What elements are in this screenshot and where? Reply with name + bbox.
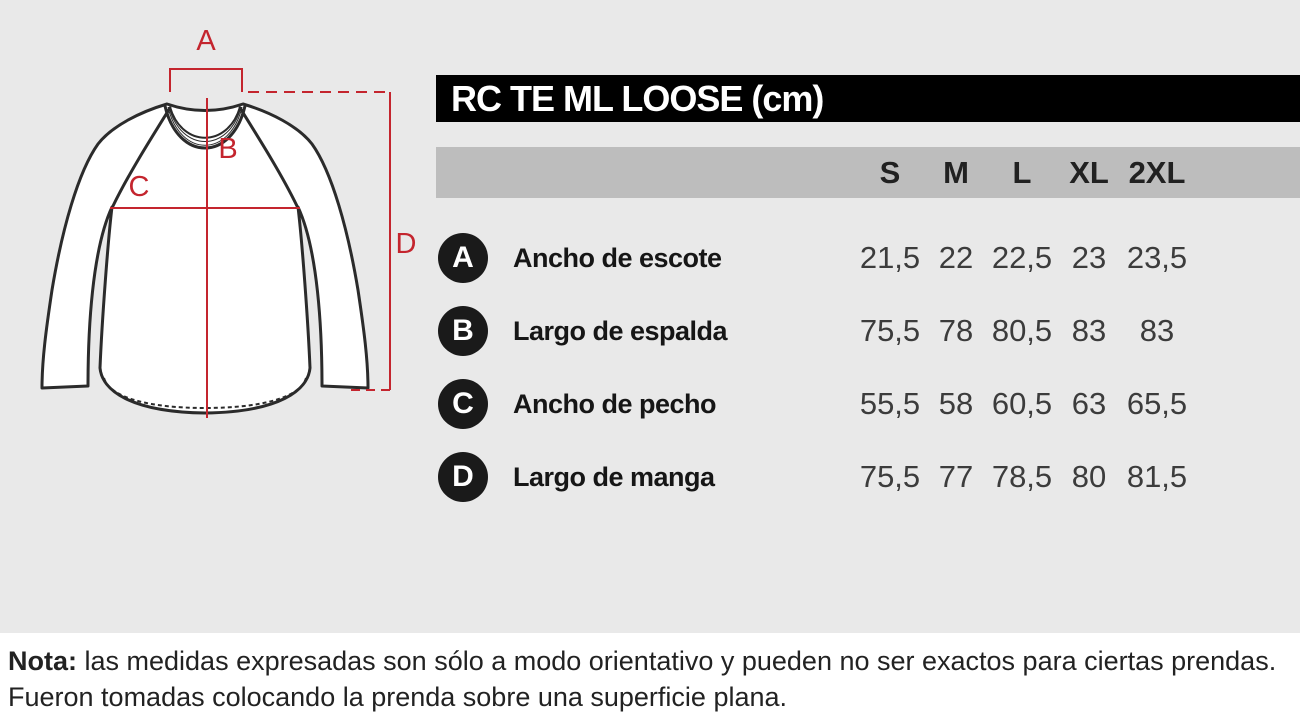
hem-stitching: [103, 377, 307, 410]
note-text-1: las medidas expresadas son sólo a modo o…: [77, 646, 1277, 676]
note-section: Nota: las medidas expresadas son sólo a …: [0, 633, 1300, 726]
diagram-label-b: B: [218, 133, 237, 165]
row-a-value-l: 22,5: [991, 240, 1053, 275]
note-line-1: Nota: las medidas expresadas son sólo a …: [8, 643, 1290, 679]
row-a-label: Ancho de escote: [513, 243, 722, 273]
row-b-value-2xl: 83: [1139, 313, 1175, 348]
row-b-label: Largo de espalda: [513, 316, 728, 346]
size-header-bar: S M L XL 2XL: [436, 147, 1300, 198]
row-d-value-xl: 80: [1071, 459, 1107, 494]
size-header-2xl: 2XL: [1128, 155, 1186, 190]
note-prefix: Nota:: [8, 646, 77, 676]
diagram-label-d: D: [396, 228, 417, 260]
row-b-value-xl: 83: [1071, 313, 1107, 348]
row-b-value-m: 78: [938, 313, 974, 348]
row-b-value-s: 75,5: [859, 313, 921, 348]
row-d-value-s: 75,5: [859, 459, 921, 494]
table-row-d: D Largo de manga 75,5 77 78,5 80 81,5: [436, 451, 1300, 503]
size-header-l: L: [1012, 155, 1032, 190]
row-d-badge: D: [438, 452, 488, 502]
diagram-label-a: A: [196, 25, 216, 57]
raglan-seams: [111, 106, 299, 208]
row-a-value-s: 21,5: [859, 240, 921, 275]
chart-title: RC TE ML LOOSE (cm): [451, 78, 824, 119]
row-b-value-l: 80,5: [991, 313, 1053, 348]
row-b-badge: B: [438, 306, 488, 356]
table-row-a: A Ancho de escote 21,5 22 22,5 23 23,5: [436, 232, 1300, 284]
measurement-labels: A B C D: [129, 25, 417, 260]
shirt-outline: [40, 102, 370, 415]
size-header-m: M: [943, 155, 969, 190]
row-c-badge: C: [438, 379, 488, 429]
row-c-value-l: 60,5: [991, 386, 1053, 421]
size-header-xl: XL: [1069, 155, 1109, 190]
row-d-label: Largo de manga: [513, 462, 715, 492]
row-c-value-s: 55,5: [859, 386, 921, 421]
row-c-value-m: 58: [938, 386, 974, 421]
chart-title-bar: RC TE ML LOOSE (cm): [436, 75, 1300, 122]
diagram-label-c: C: [129, 171, 150, 203]
table-row-c: C Ancho de pecho 55,5 58 60,5 63 65,5: [436, 378, 1300, 430]
row-c-value-xl: 63: [1071, 386, 1107, 421]
measurement-lines: [110, 68, 391, 418]
note-text-2: Fueron tomadas colocando la prenda sobre…: [8, 682, 788, 712]
row-a-value-m: 22: [938, 240, 974, 275]
measure-a-bracket: [169, 68, 243, 92]
row-d-value-2xl: 81,5: [1126, 459, 1188, 494]
garment-diagram: A B C D: [40, 25, 417, 418]
row-c-value-2xl: 65,5: [1126, 386, 1188, 421]
row-d-value-l: 78,5: [991, 459, 1053, 494]
note-line-2: Fueron tomadas colocando la prenda sobre…: [8, 679, 1290, 715]
row-c-label: Ancho de pecho: [513, 389, 717, 419]
row-a-value-2xl: 23,5: [1126, 240, 1188, 275]
row-a-badge: A: [438, 233, 488, 283]
size-header-s: S: [879, 155, 901, 190]
table-row-b: B Largo de espalda 75,5 78 80,5 83 83: [436, 305, 1300, 357]
row-a-value-xl: 23: [1071, 240, 1107, 275]
row-d-value-m: 77: [938, 459, 974, 494]
collar: [163, 105, 247, 150]
